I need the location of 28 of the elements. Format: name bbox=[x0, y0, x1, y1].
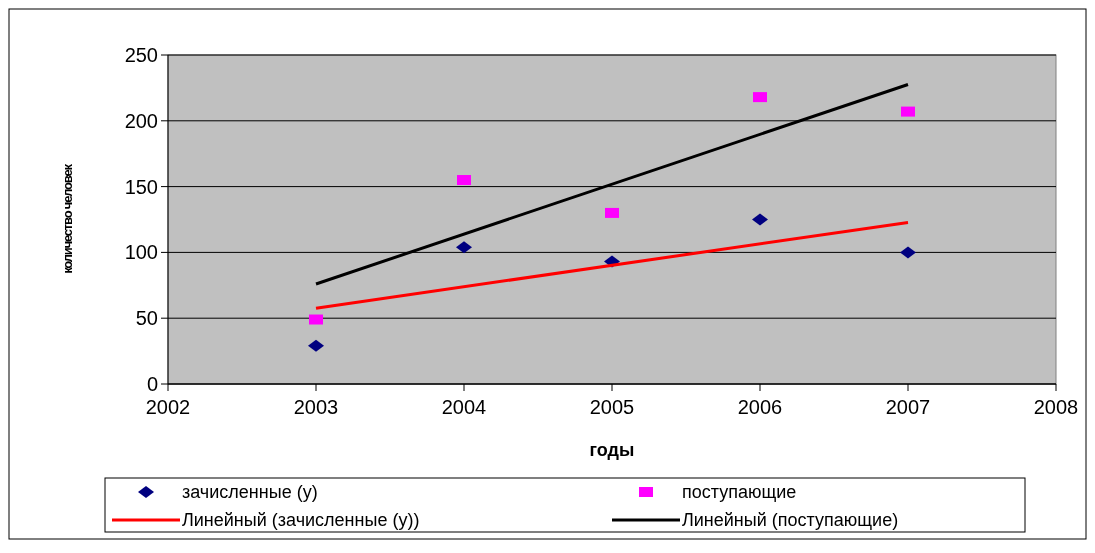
y-tick-label: 100 bbox=[124, 241, 158, 264]
x-tick-label: 2004 bbox=[441, 396, 487, 418]
point bbox=[605, 207, 619, 218]
y-tick-label: 200 bbox=[124, 109, 158, 132]
point bbox=[308, 339, 324, 352]
x-axis-title: годы bbox=[589, 440, 635, 460]
x-tick-label: 2008 bbox=[1033, 396, 1079, 418]
x-tick-label: 2007 bbox=[885, 396, 931, 418]
legend-label: Линейный (поступающие) bbox=[682, 510, 899, 531]
legend-label: зачисленные (y) bbox=[182, 482, 318, 503]
legend-label: поступающие bbox=[682, 482, 797, 503]
point bbox=[901, 106, 915, 117]
point bbox=[457, 175, 471, 186]
y-tick-label: 0 bbox=[146, 373, 158, 395]
point bbox=[900, 246, 916, 259]
y-tick-label: 50 bbox=[135, 307, 158, 330]
x-tick-label: 2002 bbox=[145, 396, 191, 418]
y-tick-label: 250 bbox=[124, 44, 158, 66]
legend-label: Линейный (зачисленные (y)) bbox=[182, 510, 420, 531]
point bbox=[752, 213, 768, 226]
y-tick-label: 150 bbox=[124, 175, 158, 198]
x-tick-label: 2003 bbox=[293, 396, 339, 418]
x-tick-label: 2005 bbox=[589, 396, 635, 418]
x-tick-label: 2006 bbox=[737, 396, 783, 418]
y-axis-title: количество человек bbox=[60, 163, 75, 274]
point bbox=[456, 241, 472, 254]
point bbox=[753, 92, 767, 103]
point bbox=[309, 314, 323, 325]
